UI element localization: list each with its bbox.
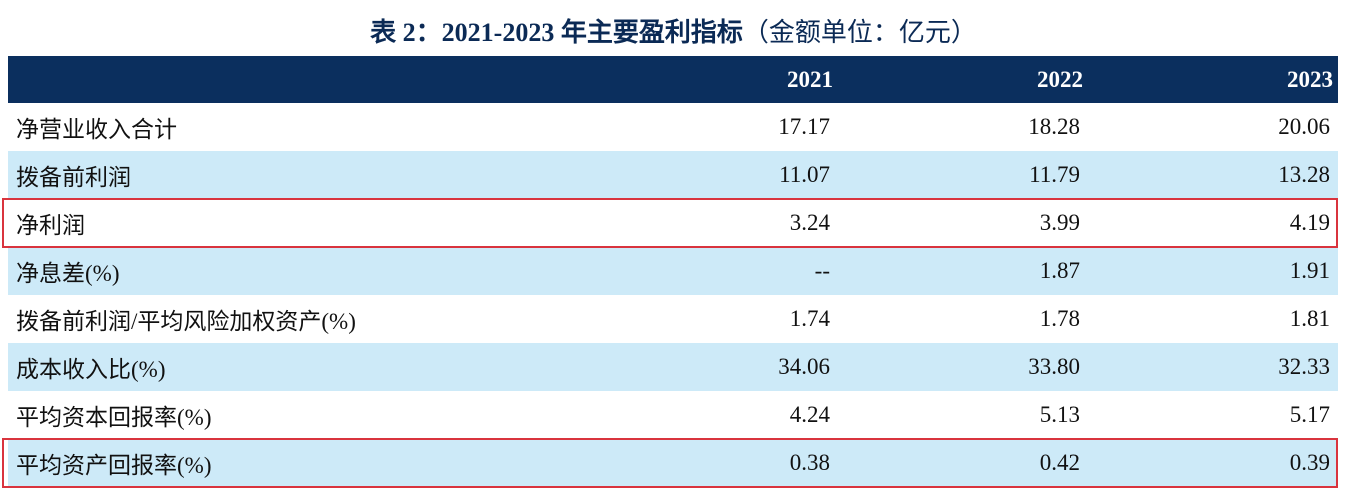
- table-row: 净息差(%) -- 1.87 1.91: [8, 247, 1338, 295]
- row-label: 净利润: [16, 213, 85, 238]
- cell-value: 3.24: [789, 210, 830, 235]
- cell-value: 18.28: [1028, 114, 1080, 139]
- row-label: 成本收入比(%): [16, 357, 166, 382]
- cell-value: 1.74: [789, 306, 830, 331]
- cell-value: 1.81: [1289, 306, 1330, 331]
- cell-value: 17.17: [778, 114, 830, 139]
- cell-value: 4.19: [1289, 210, 1330, 235]
- header-cell-label: [8, 56, 588, 103]
- row-label: 拨备前利润: [16, 165, 131, 190]
- cell-value: 5.13: [1039, 402, 1080, 427]
- cell-value: 5.17: [1289, 402, 1330, 427]
- cell-value: 0.39: [1289, 450, 1330, 475]
- header-cell-2023: 2023: [1287, 66, 1333, 92]
- row-label: 拨备前利润/平均风险加权资产(%): [16, 309, 356, 334]
- table-row: 拨备前利润 11.07 11.79 13.28: [8, 151, 1338, 199]
- row-label: 净息差(%): [16, 261, 120, 286]
- table-title-main: 表 2：2021-2023 年主要盈利指标: [370, 18, 743, 47]
- table-row: 净营业收入合计 17.17 18.28 20.06: [8, 103, 1338, 151]
- cell-value: 11.07: [779, 162, 830, 187]
- cell-value: 34.06: [778, 354, 830, 379]
- cell-value: --: [814, 258, 830, 283]
- cell-value: 1.91: [1289, 258, 1330, 283]
- table-row: 平均资本回报率(%) 4.24 5.13 5.17: [8, 391, 1338, 439]
- table-row: 平均资产回报率(%) 0.38 0.42 0.39: [8, 439, 1338, 487]
- table-row: 成本收入比(%) 34.06 33.80 32.33: [8, 343, 1338, 391]
- table-title-unit: （金额单位：亿元）: [742, 18, 977, 47]
- table-row: 拨备前利润/平均风险加权资产(%) 1.74 1.78 1.81: [8, 295, 1338, 343]
- cell-value: 11.79: [1029, 162, 1080, 187]
- row-label: 平均资本回报率(%): [16, 405, 212, 430]
- header-cell-2021: 2021: [787, 66, 833, 92]
- row-label: 净营业收入合计: [16, 117, 177, 142]
- cell-value: 1.78: [1039, 306, 1080, 331]
- cell-value: 33.80: [1028, 354, 1080, 379]
- table-title: 表 2：2021-2023 年主要盈利指标（金额单位：亿元）: [0, 18, 1347, 48]
- cell-value: 0.38: [789, 450, 830, 475]
- cell-value: 13.28: [1278, 162, 1330, 187]
- cell-value: 3.99: [1039, 210, 1080, 235]
- cell-value: 20.06: [1278, 114, 1330, 139]
- cell-value: 0.42: [1039, 450, 1080, 475]
- table-header-row: 2021 2022 2023: [8, 56, 1338, 103]
- cell-value: 32.33: [1278, 354, 1330, 379]
- cell-value: 4.24: [789, 402, 830, 427]
- cell-value: 1.87: [1039, 258, 1080, 283]
- row-label: 平均资产回报率(%): [16, 453, 212, 478]
- profit-indicators-table: 2021 2022 2023 净营业收入合计 17.17 18.28 20.06…: [8, 56, 1338, 487]
- header-cell-2022: 2022: [1037, 66, 1083, 92]
- table-row: 净利润 3.24 3.99 4.19: [8, 199, 1338, 247]
